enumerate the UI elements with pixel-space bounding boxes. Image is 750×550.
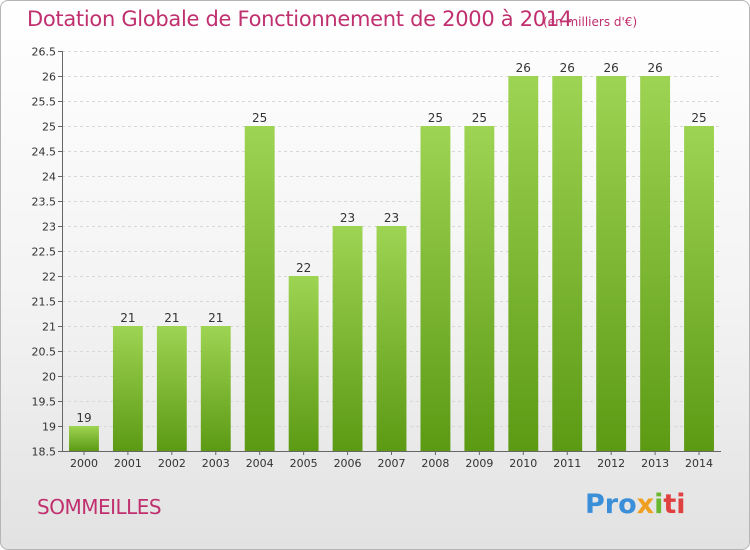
data-label: 21 [164, 311, 179, 325]
x-tick-label: 2010 [509, 457, 537, 470]
y-tick-label: 21.5 [32, 296, 57, 309]
bar [464, 126, 495, 451]
logo-part: x [636, 489, 655, 520]
data-labels: 19 21 21 21 25 22 23 23 25 25 26 26 26 26 25 [76, 61, 706, 425]
x-axis-ticks: 2000 2001 2002 2003 2004 2005 2006 2007 2008 2009… [70, 457, 713, 470]
y-axis-ticks: 18.5 19 19.5 20 20.5 21 21.5 22 22.5 23 23.5 24 24.5… [32, 46, 57, 459]
y-tick-label: 20 [42, 371, 56, 384]
x-tick-label: 2011 [553, 457, 581, 470]
y-tick-label: 23.5 [32, 196, 57, 209]
y-tick-label: 19.5 [32, 396, 57, 409]
x-tick-label: 2013 [641, 457, 669, 470]
data-label: 21 [120, 311, 135, 325]
bar [420, 126, 451, 451]
bars [69, 76, 714, 451]
y-tick-label: 24.5 [32, 146, 57, 159]
data-label: 26 [647, 61, 662, 75]
data-label: 23 [340, 211, 355, 225]
y-tick-label: 19 [42, 421, 56, 434]
y-tick-label: 25 [42, 121, 56, 134]
data-label: 25 [691, 111, 706, 125]
data-label: 25 [472, 111, 487, 125]
x-tick-label: 2012 [597, 457, 625, 470]
logo-part: Pro [585, 489, 637, 520]
bar [288, 276, 319, 451]
y-tick-label: 22 [42, 271, 56, 284]
bar [552, 76, 583, 451]
y-tick-label: 24 [42, 171, 56, 184]
bar [684, 126, 714, 451]
data-label: 25 [428, 111, 443, 125]
y-tick-label: 20.5 [32, 346, 57, 359]
commune-name: SOMMEILLES [37, 495, 162, 519]
x-tick-label: 2009 [465, 457, 493, 470]
y-tick-label: 25.5 [32, 96, 57, 109]
data-label: 25 [252, 111, 267, 125]
x-tick-label: 2008 [421, 457, 449, 470]
chart-unit: (en milliers d'€) [543, 15, 638, 29]
y-tick-label: 26.5 [32, 46, 57, 59]
data-label: 26 [560, 61, 575, 75]
x-tick-label: 2007 [378, 457, 406, 470]
proxiti-logo[interactable]: Proxiti [585, 489, 686, 520]
data-label: 19 [76, 411, 91, 425]
x-tick-label: 2006 [334, 457, 362, 470]
data-label: 23 [384, 211, 399, 225]
x-tick-label: 2003 [202, 457, 230, 470]
bar [596, 76, 627, 451]
axes [58, 51, 721, 455]
data-label: 26 [604, 61, 619, 75]
bar [69, 426, 99, 451]
data-label: 26 [516, 61, 531, 75]
chart-title: Dotation Globale de Fonctionnement de 20… [27, 7, 572, 31]
bar [112, 326, 143, 451]
data-label: 22 [296, 261, 311, 275]
y-tick-label: 23 [42, 221, 56, 234]
y-tick-label: 26 [42, 71, 56, 84]
x-tick-label: 2002 [158, 457, 186, 470]
bar [156, 326, 187, 451]
x-tick-label: 2001 [114, 457, 142, 470]
x-tick-label: 2005 [290, 457, 318, 470]
data-label: 21 [208, 311, 223, 325]
logo-part: ti [663, 489, 686, 520]
bar [508, 76, 539, 451]
y-tick-label: 18.5 [32, 446, 57, 459]
y-tick-label: 21 [42, 321, 56, 334]
x-tick-label: 2014 [685, 457, 713, 470]
bar [332, 226, 363, 451]
bar [640, 76, 671, 451]
logo-part: i [654, 489, 664, 520]
x-tick-label: 2004 [246, 457, 274, 470]
x-tick-label: 2000 [70, 457, 98, 470]
bar [376, 226, 407, 451]
y-tick-label: 22.5 [32, 246, 57, 259]
bar [244, 126, 275, 451]
bar [200, 326, 231, 451]
